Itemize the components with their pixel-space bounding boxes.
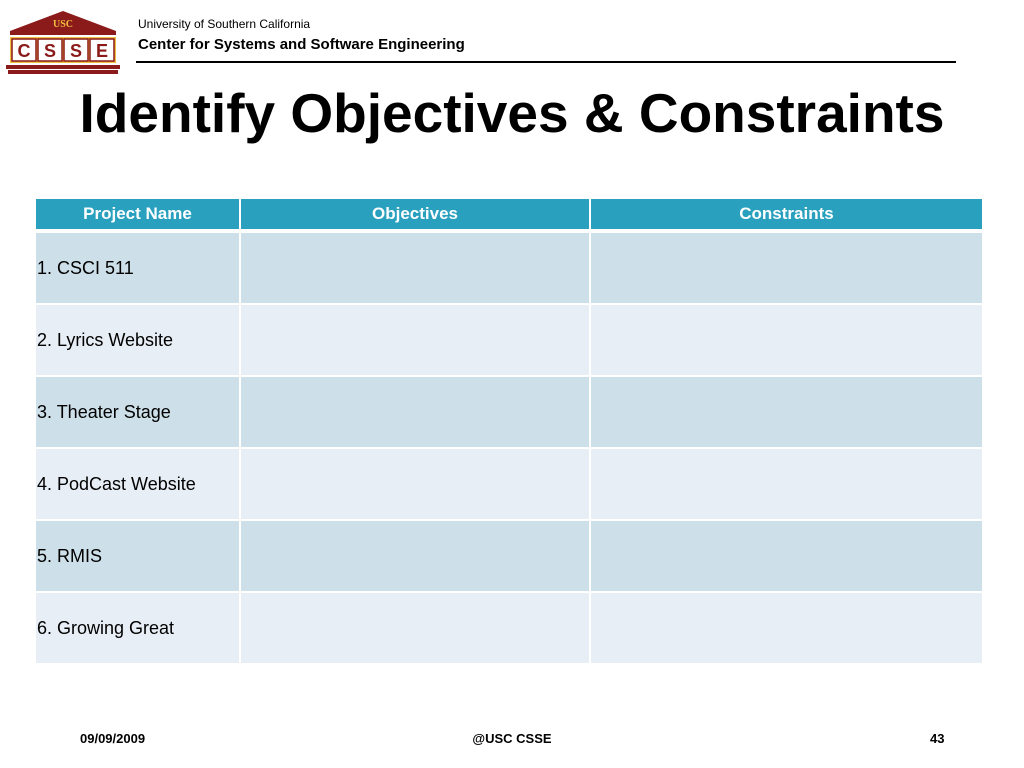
table-row: 5. RMIS xyxy=(34,519,984,593)
svg-text:E: E xyxy=(96,41,108,61)
header-divider xyxy=(136,61,956,63)
footer-center: @USC CSSE xyxy=(472,731,552,746)
page-number: 43 xyxy=(930,731,945,746)
project-name-cell: 3. Theater Stage xyxy=(34,375,241,449)
objectives-cell xyxy=(239,519,591,593)
objectives-table: Project Name Objectives Constraints 1. C… xyxy=(34,197,984,665)
slide-title: Identify Objectives & Constraints xyxy=(79,82,945,144)
constraints-cell xyxy=(589,230,984,305)
university-name: University of Southern California xyxy=(138,17,311,31)
table-row: 2. Lyrics Website xyxy=(34,303,984,377)
column-header-project-name: Project Name xyxy=(34,197,241,232)
column-header-objectives: Objectives xyxy=(239,197,591,232)
constraints-cell xyxy=(589,303,984,377)
center-name: Center for Systems and Software Engineer… xyxy=(138,36,465,53)
table-header-row: Project Name Objectives Constraints xyxy=(34,197,984,232)
constraints-cell xyxy=(589,519,984,593)
usc-csse-logo: USC C S S E xyxy=(6,11,120,74)
footer-date: 09/09/2009 xyxy=(80,731,146,746)
project-name-cell: 6. Growing Great xyxy=(34,591,241,665)
svg-text:C: C xyxy=(18,41,31,61)
project-name-cell: 5. RMIS xyxy=(34,519,241,593)
objectives-cell xyxy=(239,375,591,449)
constraints-cell xyxy=(589,375,984,449)
header: University of Southern California Center… xyxy=(138,17,465,54)
objectives-cell xyxy=(239,591,591,665)
objectives-cell xyxy=(239,230,591,305)
table-row: 1. CSCI 511 xyxy=(34,230,984,305)
table-row: 6. Growing Great xyxy=(34,591,984,665)
table-row: 4. PodCast Website xyxy=(34,447,984,521)
project-name-cell: 1. CSCI 511 xyxy=(34,230,241,305)
svg-text:USC: USC xyxy=(53,19,73,30)
project-name-cell: 4. PodCast Website xyxy=(34,447,241,521)
table-row: 3. Theater Stage xyxy=(34,375,984,449)
svg-text:S: S xyxy=(44,41,56,61)
svg-text:S: S xyxy=(70,41,82,61)
constraints-cell xyxy=(589,591,984,665)
column-header-constraints: Constraints xyxy=(589,197,984,232)
constraints-cell xyxy=(589,447,984,521)
objectives-cell xyxy=(239,303,591,377)
objectives-cell xyxy=(239,447,591,521)
project-name-cell: 2. Lyrics Website xyxy=(34,303,241,377)
